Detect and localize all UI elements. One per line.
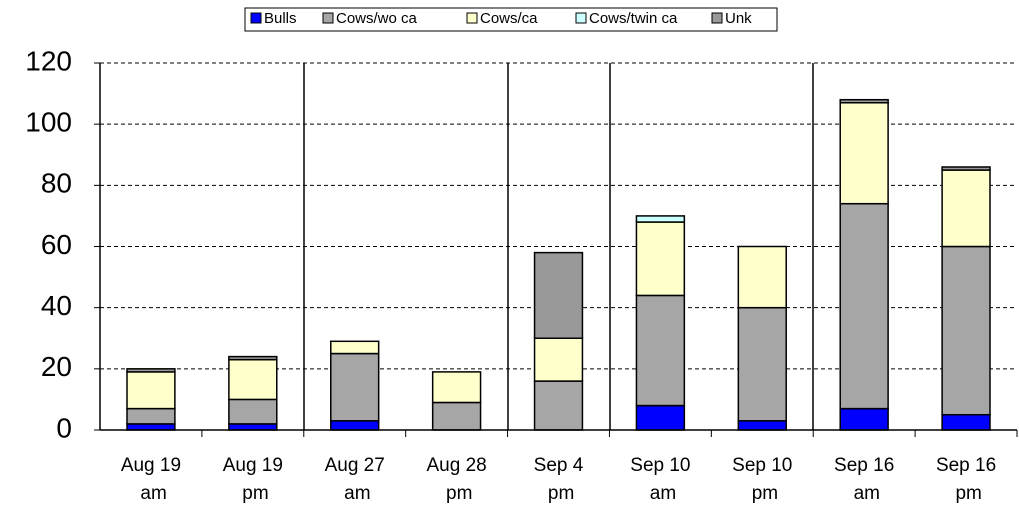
bar-segment	[839, 98, 889, 104]
bar-segment	[737, 245, 787, 309]
bar-segment	[228, 358, 278, 401]
legend-swatch	[575, 12, 587, 24]
bar-segment	[635, 294, 686, 407]
legend-swatch	[711, 12, 723, 24]
bar-segment	[839, 202, 889, 410]
bar-segment	[635, 221, 686, 297]
x-tick-label: Sep 16 pm	[936, 455, 996, 504]
bar-segment	[737, 306, 787, 422]
y-tick-label: 60	[41, 229, 72, 260]
bar-segment	[635, 404, 686, 431]
bars	[126, 98, 991, 431]
x-tick-label: Aug 27 am	[325, 455, 385, 504]
bar-segment	[737, 420, 787, 431]
bar-segment	[941, 169, 991, 248]
y-tick-label: 100	[25, 107, 72, 138]
x-tick-label: Aug 19 pm	[223, 455, 283, 504]
bar-segment	[431, 371, 482, 404]
bar-segment	[330, 420, 380, 431]
x-tick-label: Sep 10 am	[630, 455, 690, 504]
bar-segment	[941, 166, 991, 171]
legend-label: Cows/wo ca	[336, 10, 418, 27]
legend-label: Bulls	[264, 10, 297, 27]
legend-label: Cows/twin ca	[589, 10, 678, 27]
bar-segment	[839, 102, 889, 205]
bar-segment	[228, 355, 278, 361]
bar-segment	[839, 407, 889, 431]
bar-segment	[228, 398, 278, 425]
bar-segment	[635, 215, 686, 223]
bar-segment	[533, 251, 584, 339]
bar-segment	[126, 371, 176, 410]
legend-swatch	[250, 12, 262, 24]
x-tick-label: Sep 4 pm	[534, 455, 584, 504]
legend-label: Cows/ca	[480, 10, 538, 27]
legend-swatch	[466, 12, 478, 24]
bar-segment	[228, 423, 278, 431]
bar-segment	[941, 245, 991, 416]
bar-segment	[126, 407, 176, 425]
y-tick-label: 0	[56, 412, 72, 443]
y-tick-label: 120	[25, 45, 72, 76]
x-tick-label: Sep 16 am	[834, 455, 894, 504]
bar-segment	[533, 380, 584, 431]
x-tick-label: Aug 19 am	[121, 455, 181, 504]
x-tick-label: Aug 28 pm	[426, 455, 486, 504]
y-tick-label: 40	[41, 290, 72, 321]
bar-segment	[533, 337, 584, 382]
bar-segment	[431, 401, 482, 431]
legend-box	[244, 7, 778, 32]
bar-segment	[126, 368, 176, 373]
bar-segment	[941, 413, 991, 431]
legend-swatch	[322, 12, 334, 24]
y-tick-label: 20	[41, 351, 72, 382]
legend-label: Unk	[725, 10, 752, 27]
bar-segment	[330, 340, 380, 355]
y-tick-label: 80	[41, 168, 72, 199]
bar-segment	[330, 352, 380, 422]
x-tick-label: Sep 10 pm	[732, 455, 792, 504]
bar-segment	[126, 423, 176, 431]
